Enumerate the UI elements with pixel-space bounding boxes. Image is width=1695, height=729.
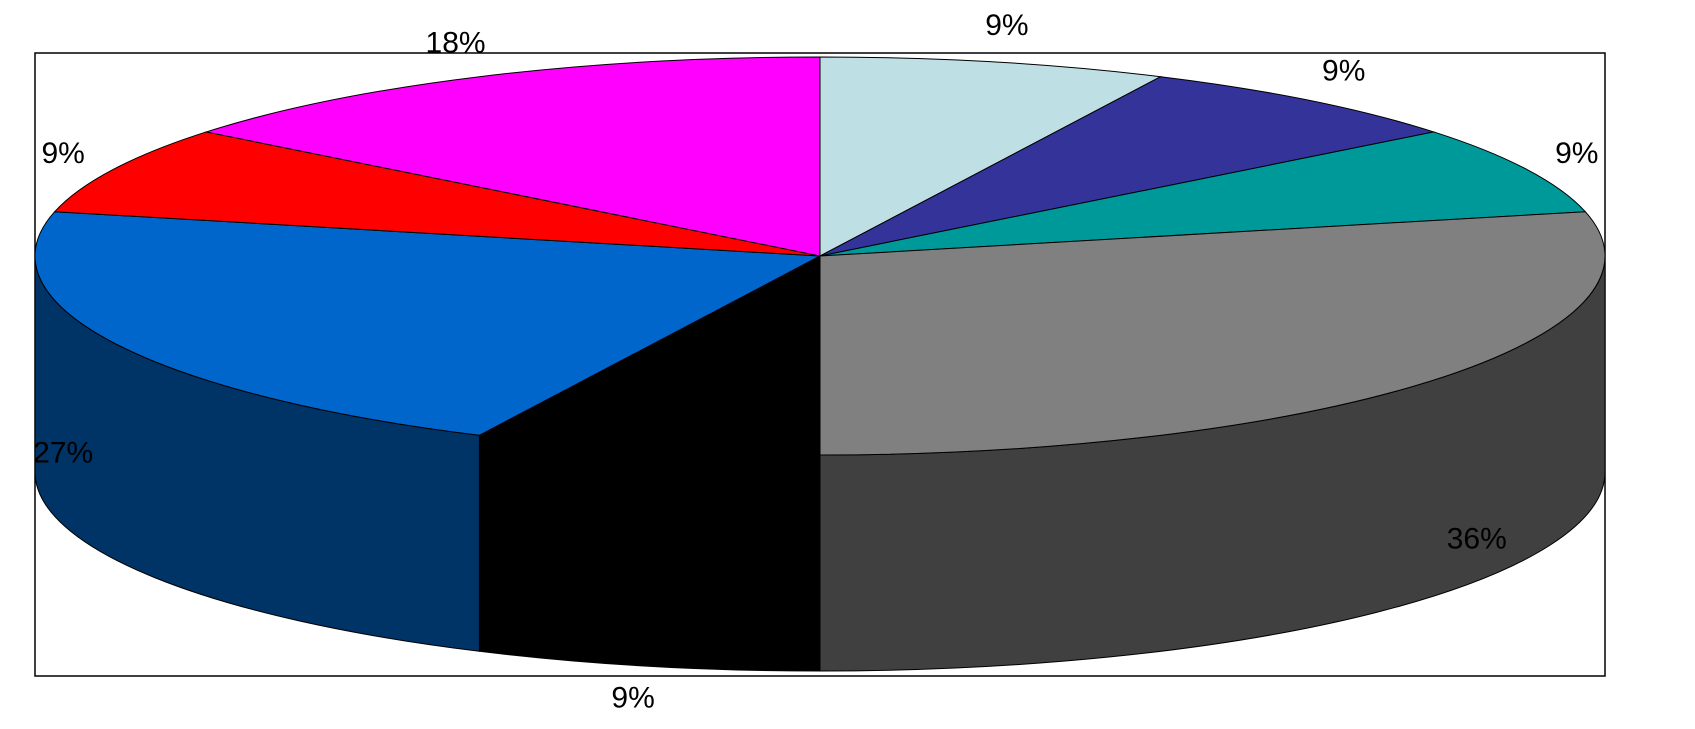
pie-labels: 9% 9% 9% 36% 9% 27% 9% 18% xyxy=(33,9,1598,715)
pie-slice-4 xyxy=(819,211,1606,456)
slice-label-6: 27% xyxy=(33,437,93,470)
pie-slice-7 xyxy=(53,131,821,257)
slice-label-2: 9% xyxy=(1322,55,1365,88)
slice-label-3: 9% xyxy=(1555,137,1598,170)
pie-tops xyxy=(34,56,1606,456)
pie-slice-2 xyxy=(819,76,1436,257)
slice-label-5: 9% xyxy=(611,682,654,715)
slice-label-1: 9% xyxy=(985,9,1028,42)
pie-slice-5 xyxy=(477,255,821,456)
slice-label-7: 9% xyxy=(42,137,85,170)
pie-slice-1 xyxy=(819,56,1163,257)
pie-slice-3 xyxy=(819,131,1587,257)
slice-label-8: 18% xyxy=(426,26,486,59)
pie-sides xyxy=(34,255,1606,672)
pie-slice-6 xyxy=(34,211,822,436)
pie-side-5 xyxy=(478,434,821,672)
pie-slice-8 xyxy=(204,56,821,257)
slice-label-4: 36% xyxy=(1447,522,1507,555)
